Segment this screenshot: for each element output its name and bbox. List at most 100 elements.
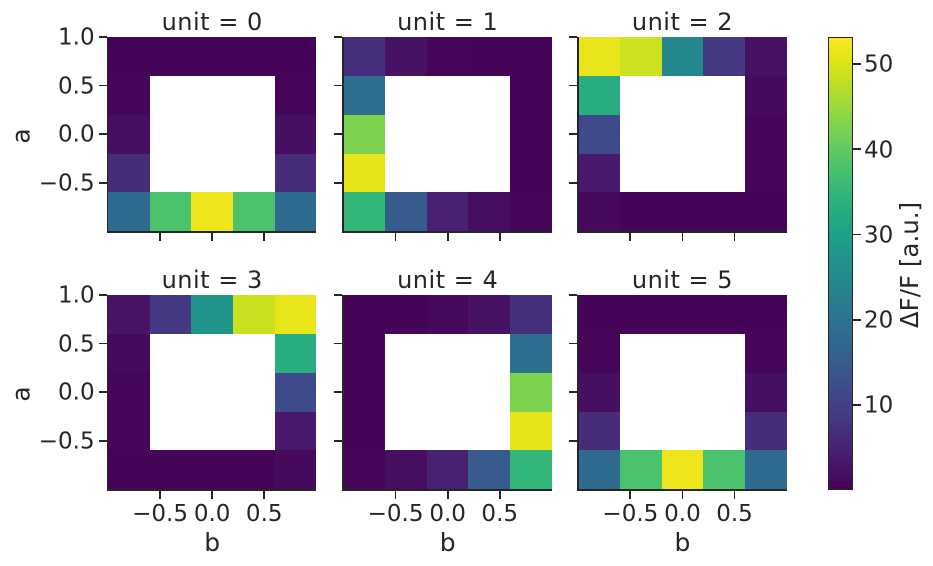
heatmap-cell: [578, 411, 620, 451]
heatmap-cell: [343, 333, 386, 373]
colorbar-tick: [852, 63, 861, 65]
x-tick: [629, 490, 632, 499]
heatmap-cell: [661, 295, 704, 334]
bottom-spine: [342, 488, 552, 491]
bottom-spine: [106, 488, 317, 491]
bottom-spine: [576, 488, 787, 491]
heatmap-cell: [274, 192, 317, 232]
heatmap-cell: [191, 295, 233, 334]
heatmap-cell: [274, 333, 317, 373]
heatmap-cell: [744, 37, 787, 76]
heatmap-cell: [578, 372, 620, 412]
bottom-spine: [106, 230, 317, 233]
heatmap-cell: [343, 295, 386, 334]
heatmap: [343, 37, 552, 232]
x-tick-label: 0.5: [481, 500, 519, 527]
colorbar-gradient: [829, 37, 852, 490]
heatmap-cell: [149, 450, 192, 490]
y-tick: [98, 181, 107, 184]
heatmap-cell: [468, 295, 511, 334]
heatmap-cell: [510, 372, 552, 412]
heatmap: [108, 37, 317, 232]
y-tick-label: 1.0: [58, 282, 95, 309]
x-tick-label: −0.5: [602, 500, 659, 527]
y-tick-label: 0.0: [58, 121, 95, 148]
heatmap-cell: [108, 75, 150, 115]
heatmap-cell: [426, 295, 469, 334]
heatmap-cell: [149, 192, 192, 232]
heatmap-cell: [343, 411, 386, 451]
heatmap-cell: [232, 37, 275, 76]
colorbar-tick: [852, 148, 861, 151]
heatmap-cell: [468, 450, 511, 490]
x-tick-label: 0.0: [429, 500, 466, 527]
heatmap-cell: [619, 450, 662, 490]
left-spine: [576, 37, 579, 233]
x-tick: [681, 490, 684, 499]
x-tick: [159, 490, 161, 499]
x-tick-label: 0.0: [664, 500, 701, 527]
heatmap-cell: [744, 192, 787, 232]
heatmap: [578, 37, 787, 232]
heatmap-cell: [191, 192, 233, 232]
y-tick: [568, 181, 577, 184]
heatmap-cell: [426, 450, 469, 490]
y-tick: [98, 342, 107, 345]
x-tick: [629, 232, 632, 241]
y-tick: [568, 36, 577, 38]
x-tick: [211, 232, 214, 241]
heatmap-cell: [108, 411, 150, 451]
heatmap-cell: [108, 295, 150, 334]
x-tick-label: −0.5: [367, 500, 424, 527]
panel-title: unit = 0: [161, 8, 263, 36]
colorbar-tick: [852, 318, 861, 321]
x-tick: [211, 490, 214, 499]
colorbar-label: ΔF/F [a.u.]: [894, 201, 924, 329]
heatmap-cell: [619, 295, 662, 334]
x-tick-label: −0.5: [132, 500, 188, 527]
heatmap-cell: [385, 295, 427, 334]
heatmap-cell: [149, 295, 192, 334]
heatmap-cell: [343, 75, 386, 115]
heatmap: [578, 295, 787, 490]
heatmap-cell: [274, 372, 317, 412]
x-tick: [733, 232, 736, 241]
heatmap-cell: [274, 450, 317, 490]
panel-title: unit = 1: [397, 8, 499, 36]
heatmap-cell: [385, 450, 427, 490]
x-tick: [498, 232, 501, 241]
panel-title: unit = 5: [631, 266, 734, 294]
heatmap-cell: [108, 153, 150, 193]
x-axis-label: b: [439, 527, 456, 557]
heatmap-cell: [619, 192, 662, 232]
heatmap-cell: [274, 153, 317, 193]
y-tick: [568, 439, 577, 442]
y-tick: [98, 133, 107, 136]
heatmap-cell: [108, 450, 150, 490]
heatmap-cell: [661, 450, 704, 490]
heatmap-cell: [343, 450, 386, 490]
heatmap-cell: [108, 37, 150, 76]
heatmap-cell: [510, 37, 552, 76]
y-tick-label: 0.5: [58, 73, 95, 100]
x-tick: [263, 490, 266, 499]
heatmap-cell: [661, 192, 704, 232]
heatmap-cell: [703, 37, 745, 76]
heatmap-cell: [510, 153, 552, 193]
x-tick: [394, 232, 397, 241]
bottom-spine: [576, 230, 787, 233]
heatmap-cell: [191, 450, 233, 490]
x-tick: [498, 490, 501, 499]
panel-unit-0: unit = 0 1.0 0.5 0.0 −0.5 a: [7, 10, 317, 241]
heatmap-cell: [274, 37, 317, 76]
x-tick: [263, 232, 266, 241]
left-spine: [106, 37, 109, 233]
heatmap-cell: [274, 75, 317, 115]
y-tick: [334, 294, 343, 296]
heatmap-cell: [343, 372, 386, 412]
heatmap-cell: [468, 192, 511, 232]
heatmap-cell: [744, 75, 787, 115]
y-tick-label: 0.5: [58, 331, 95, 358]
y-tick: [568, 342, 577, 345]
